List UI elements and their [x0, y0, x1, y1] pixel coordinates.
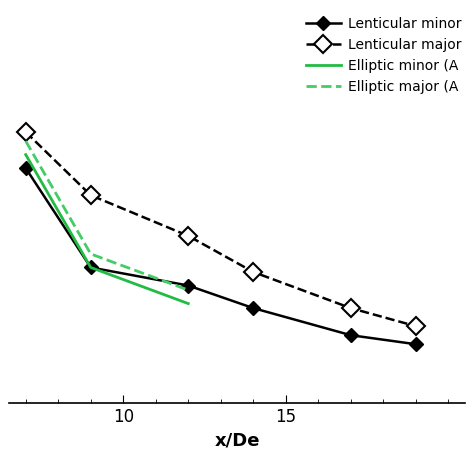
Lenticular minor: [413, 341, 419, 347]
Lenticular minor: [88, 264, 93, 270]
Lenticular major: [413, 323, 419, 329]
Line: Lenticular major: Lenticular major: [19, 126, 422, 332]
X-axis label: x/De: x/De: [214, 431, 260, 449]
Elliptic minor (A: [88, 264, 93, 270]
Lenticular minor: [185, 283, 191, 288]
Elliptic minor (A: [23, 152, 28, 157]
Lenticular minor: [23, 165, 28, 171]
Elliptic major (A: [185, 287, 191, 293]
Lenticular major: [348, 305, 354, 311]
Line: Lenticular minor: Lenticular minor: [21, 164, 420, 349]
Line: Elliptic minor (A: Elliptic minor (A: [26, 155, 188, 303]
Line: Elliptic major (A: Elliptic major (A: [26, 141, 188, 290]
Elliptic minor (A: [185, 301, 191, 306]
Legend: Lenticular minor, Lenticular major, Elliptic minor (A, Elliptic major (A: Lenticular minor, Lenticular major, Elli…: [301, 12, 467, 100]
Lenticular major: [23, 129, 28, 135]
Elliptic major (A: [23, 138, 28, 144]
Lenticular minor: [348, 332, 354, 338]
Lenticular major: [88, 192, 93, 198]
Elliptic major (A: [88, 251, 93, 257]
Lenticular major: [185, 233, 191, 239]
Lenticular major: [250, 269, 256, 275]
Lenticular minor: [250, 305, 256, 311]
